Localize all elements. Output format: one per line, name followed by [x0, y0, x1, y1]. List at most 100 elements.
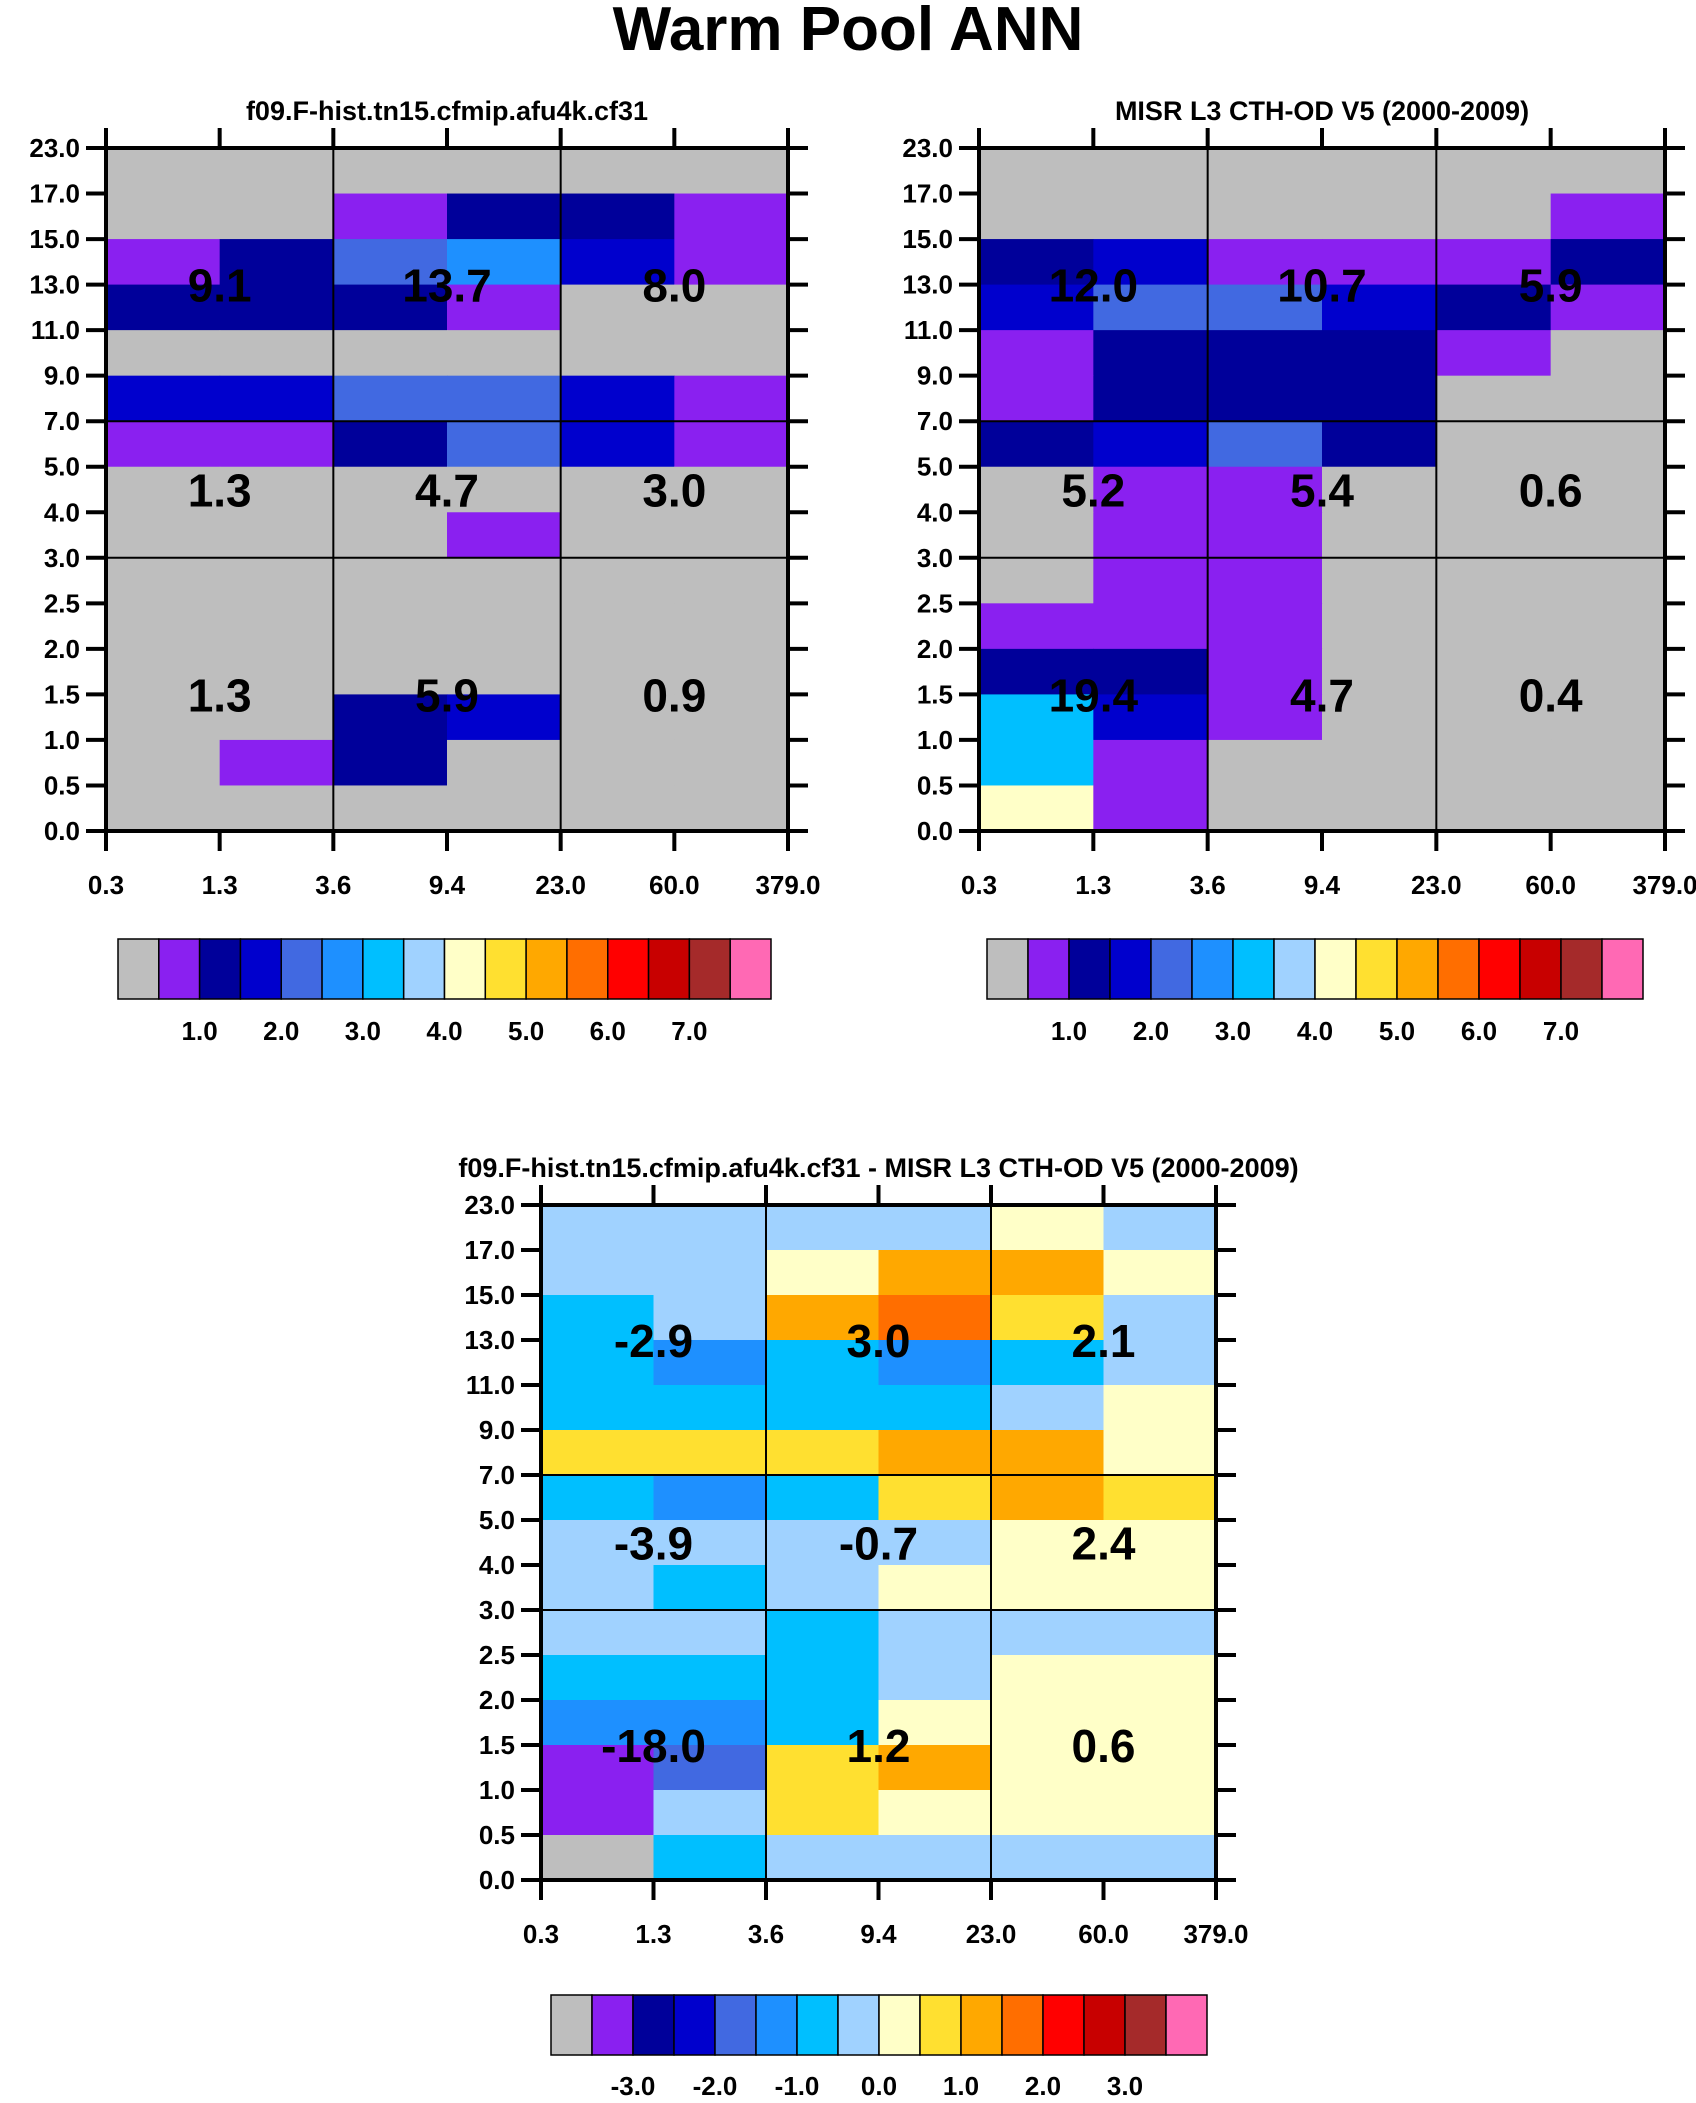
colorbar-box [688, 938, 731, 1000]
y-tick-label: 5.0 [917, 452, 953, 482]
heatmap-cell [1550, 421, 1666, 468]
colorbar-box [1027, 938, 1070, 1000]
heatmap-cell [219, 603, 334, 650]
heatmap-cell [541, 1745, 654, 1791]
y-tick-label: 11.0 [31, 315, 80, 345]
colorbar-box [919, 1994, 962, 2056]
heatmap-cell [1322, 785, 1437, 832]
colorbar-box [1314, 938, 1357, 1000]
heatmap-cell [447, 557, 562, 604]
heatmap-cell [674, 739, 789, 786]
heatmap-cell [878, 1565, 992, 1611]
heatmap-cell [106, 239, 221, 286]
colorbar-label: 1.0 [182, 1016, 218, 1046]
colorbar-box [1478, 938, 1521, 1000]
heatmap-cell [1093, 785, 1209, 832]
heatmap-cell [766, 1835, 879, 1881]
x-tick-label: 0.3 [523, 1919, 559, 1949]
x-tick-label: 379.0 [755, 870, 820, 900]
heatmap-cell [653, 1610, 767, 1656]
colorbar-box [550, 1994, 593, 2056]
heatmap-cell [653, 1295, 767, 1341]
y-tick-label: 1.0 [917, 725, 953, 755]
heatmap-cell [541, 1655, 654, 1701]
colorbar-box [1519, 938, 1562, 1000]
y-tick-label: 23.0 [902, 133, 953, 163]
heatmap-cell [979, 330, 1094, 377]
box-value-label: 2.1 [1072, 1315, 1136, 1367]
x-tick-label: 0.3 [88, 870, 124, 900]
heatmap-cell [674, 557, 789, 604]
box-value-label: 3.0 [847, 1315, 911, 1367]
heatmap-cell [106, 785, 221, 832]
colorbar-box [117, 938, 160, 1000]
heatmap-cell [674, 603, 789, 650]
heatmap-cell [1103, 1385, 1217, 1431]
heatmap-cell [979, 603, 1094, 650]
colorbar-label: 2.0 [1133, 1016, 1169, 1046]
x-tick-label: 379.0 [1632, 870, 1696, 900]
heatmap-cell [653, 1520, 767, 1566]
heatmap-cell [878, 1790, 992, 1836]
box-value-label: -18.0 [601, 1720, 706, 1772]
heatmap-cell [991, 1835, 1104, 1881]
colorbar-box [1068, 938, 1111, 1000]
heatmap-cell [1093, 148, 1209, 195]
colorbar-box [1109, 938, 1152, 1000]
heatmap-cell [878, 1430, 992, 1476]
heatmap-cell [447, 193, 562, 240]
y-tick-label: 7.0 [917, 406, 953, 436]
heatmap-cell [447, 694, 562, 741]
colorbar-box [673, 1994, 716, 2056]
heatmap-cell [1093, 739, 1209, 786]
heatmap-cell [333, 739, 448, 786]
heatmap-cell [1207, 330, 1323, 377]
x-tick-label: 9.4 [1304, 870, 1341, 900]
heatmap-cell [1550, 739, 1666, 786]
heatmap-cell [333, 785, 448, 832]
heatmap-cell [1550, 284, 1666, 331]
heatmap-cell [219, 330, 334, 377]
x-tick-label: 3.6 [1190, 870, 1226, 900]
heatmap-cell [979, 694, 1094, 741]
box-value-label: 8.0 [642, 260, 706, 312]
colorbar-label: -3.0 [611, 2071, 656, 2101]
y-tick-label: 9.0 [44, 361, 80, 391]
heatmap-cell [991, 1790, 1104, 1836]
y-tick-label: 4.0 [917, 497, 953, 527]
y-tick-label: 3.0 [44, 543, 80, 573]
heatmap-cell [1436, 512, 1552, 559]
colorbar-label: 5.0 [1379, 1016, 1415, 1046]
heatmap-cell [1093, 557, 1209, 604]
heatmap-cell [653, 1475, 767, 1521]
plot-title: f09.F-hist.tn15.cfmip.afu4k.cf31 [246, 96, 648, 126]
heatmap-cell [1093, 512, 1209, 559]
heatmap-cell [1550, 648, 1666, 695]
y-tick-label: 0.5 [917, 770, 953, 800]
heatmap-cell [1103, 1430, 1217, 1476]
heatmap-cell [878, 1250, 992, 1296]
colorbar-box [796, 1994, 839, 2056]
heatmap-cell [447, 330, 562, 377]
heatmap-cell [541, 1610, 654, 1656]
y-tick-label: 15.0 [902, 224, 953, 254]
heatmap-cell [766, 1745, 879, 1791]
heatmap-cell [333, 330, 448, 377]
heatmap-cell [219, 239, 334, 286]
y-tick-label: 0.0 [44, 816, 80, 846]
heatmap-cell [1322, 466, 1437, 513]
heatmap-cell [1103, 1835, 1217, 1881]
x-tick-label: 9.4 [429, 870, 466, 900]
y-tick-label: 2.5 [44, 588, 80, 618]
heatmap-cell [447, 466, 562, 513]
box-value-label: 0.4 [1519, 669, 1583, 721]
box-value-label: 4.7 [415, 465, 479, 517]
y-tick-label: 3.0 [479, 1595, 515, 1625]
colorbar-box [239, 938, 282, 1000]
heatmap-cell [878, 1835, 992, 1881]
y-tick-label: 1.5 [917, 679, 953, 709]
heatmap-cell [653, 1745, 767, 1791]
x-tick-label: 3.6 [315, 870, 351, 900]
heatmap-cell [766, 1700, 879, 1746]
heatmap-cell [560, 785, 675, 832]
